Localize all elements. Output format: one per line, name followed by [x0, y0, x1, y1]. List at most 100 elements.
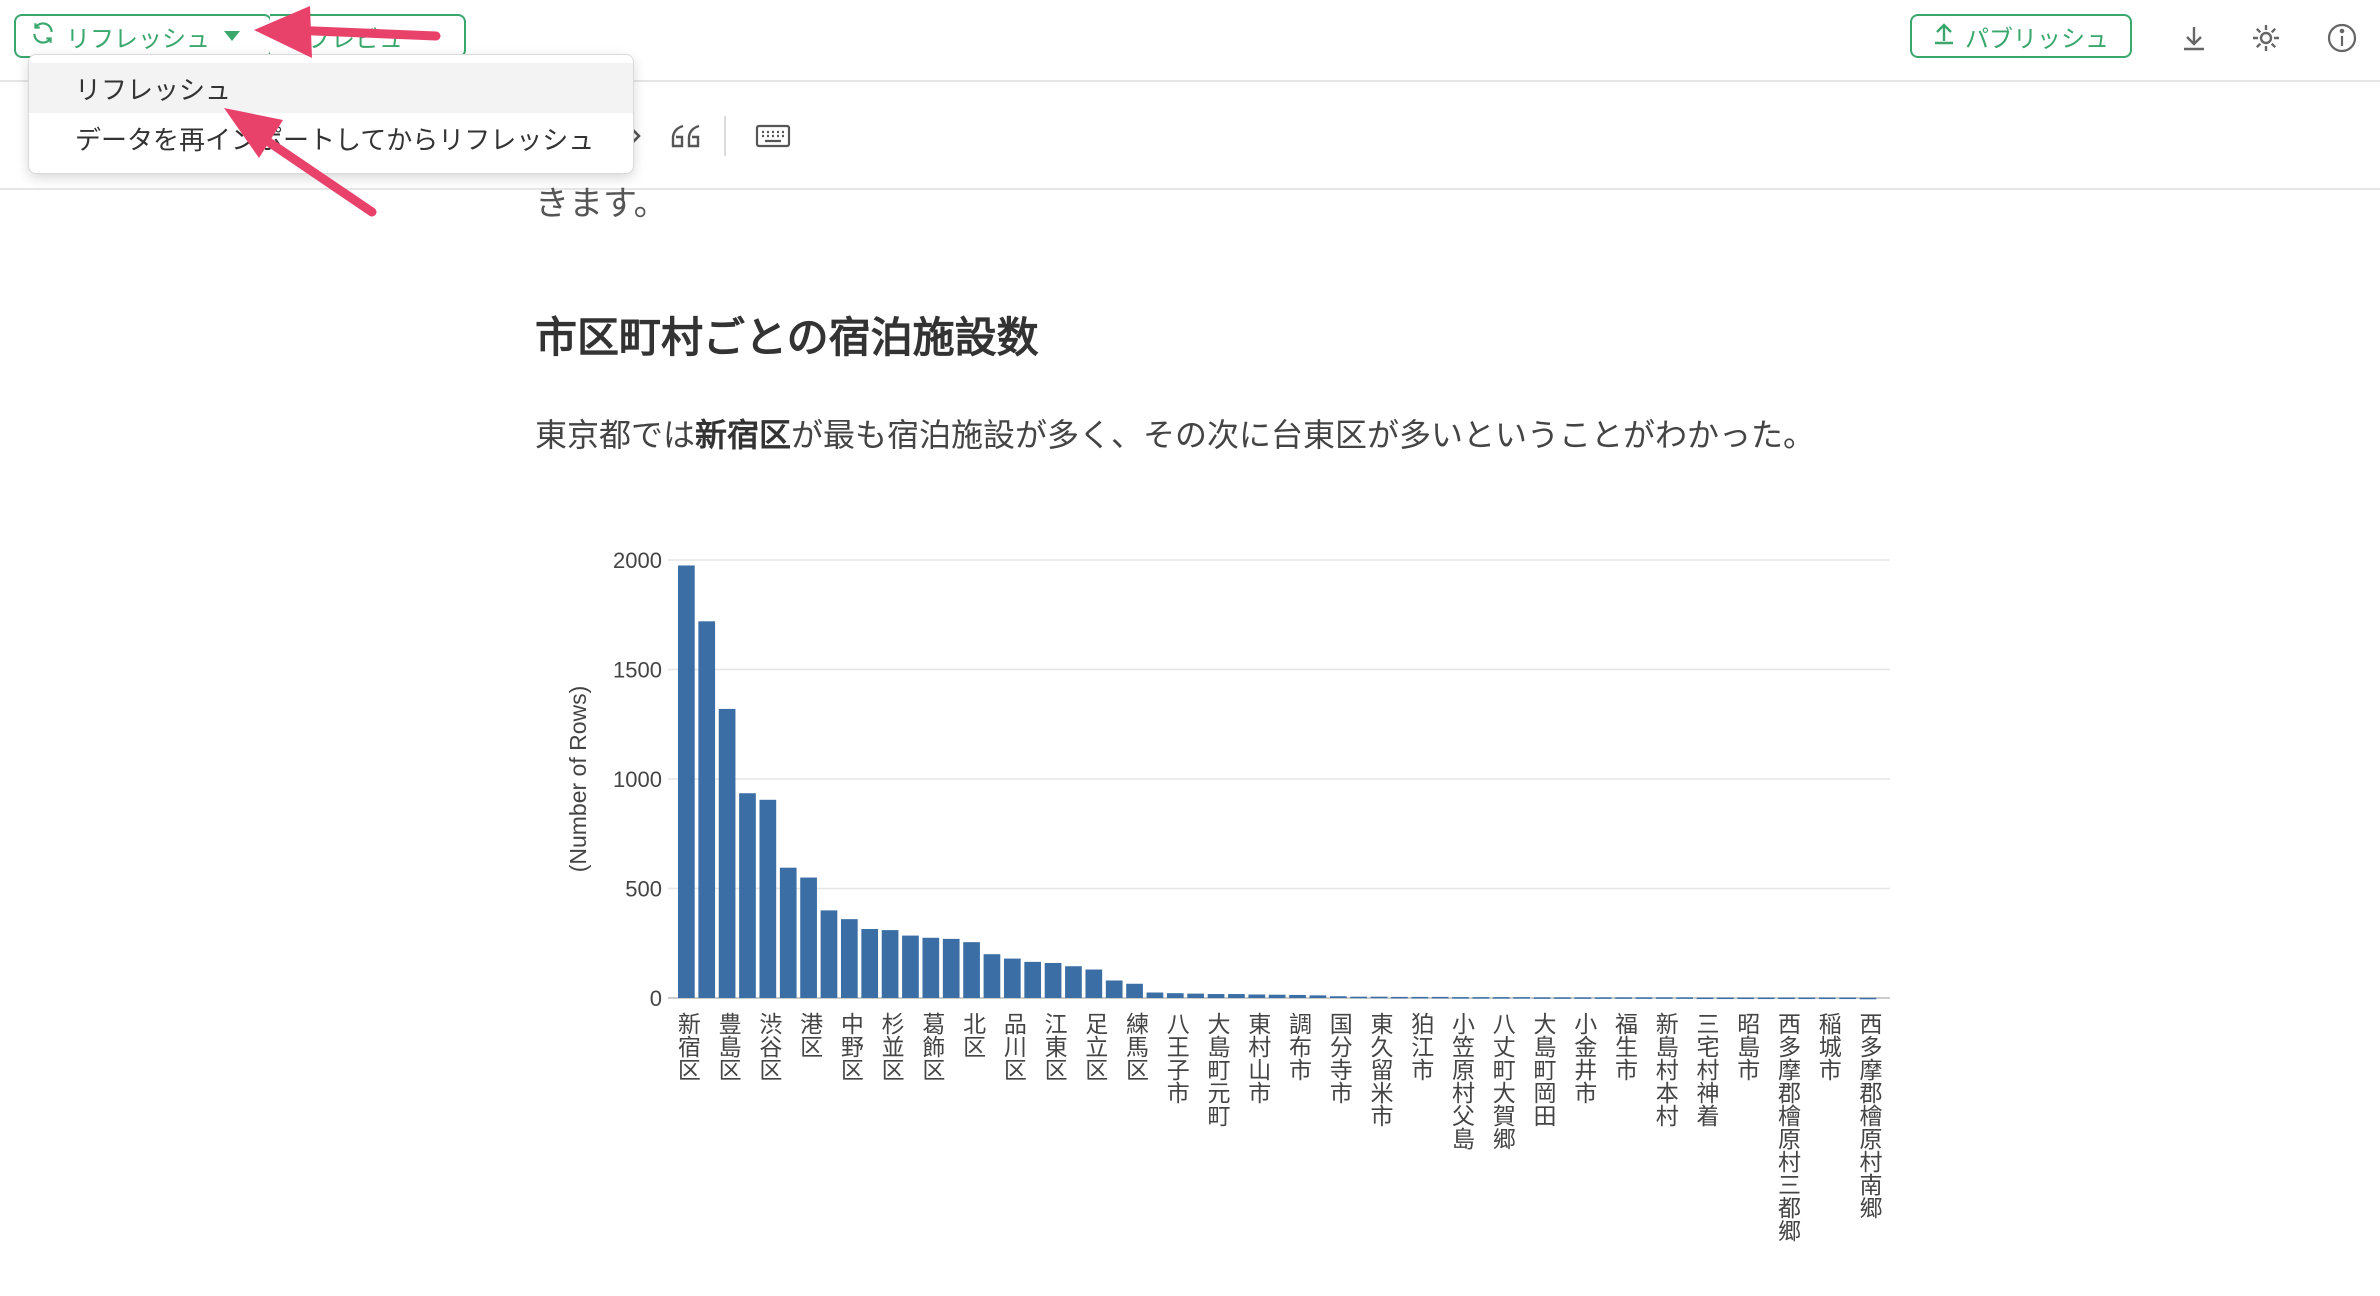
- keyboard-icon[interactable]: [752, 116, 794, 156]
- bar: [1492, 997, 1510, 999]
- x-tick-label: 西多摩郡檜原村三都郷: [1773, 1012, 1801, 1242]
- bar: [779, 867, 797, 998]
- info-icon[interactable]: [2324, 20, 2360, 56]
- x-tick-label: 北区: [959, 1012, 987, 1058]
- bar: [1391, 996, 1408, 999]
- bar: [840, 919, 858, 998]
- bar: [1757, 997, 1775, 1000]
- publish-button-label: パブリッシュ: [1965, 24, 2109, 53]
- x-tick-label: 調布市: [1285, 1012, 1313, 1081]
- bar: [1798, 997, 1816, 1000]
- preview-button[interactable]: プレビュー: [270, 14, 466, 58]
- bar: [1268, 994, 1286, 998]
- y-tick-label: 2000: [613, 548, 662, 573]
- x-tick-label: 八王子市: [1162, 1012, 1190, 1104]
- bar: [1533, 997, 1551, 999]
- x-tick-label: 大島町元町: [1203, 1012, 1231, 1127]
- bar: [1737, 997, 1755, 1000]
- bar: [1676, 997, 1693, 999]
- bar: [1350, 996, 1368, 999]
- bar: [1289, 994, 1306, 998]
- bar: [1309, 995, 1327, 998]
- bar: [1187, 993, 1205, 998]
- bar: [1574, 997, 1592, 999]
- publish-button[interactable]: パブリッシュ: [1910, 14, 2132, 58]
- paragraph-bold-text: 新宿区: [695, 416, 792, 454]
- quote-icon[interactable]: [666, 116, 706, 156]
- bar: [1818, 997, 1836, 1000]
- bar: [800, 877, 817, 998]
- menu-item-label: リフレッシュ: [75, 75, 232, 106]
- paragraph: 東京都では新宿区が最も宿泊施設が多く、その次に台東区が多いということがわかった。: [535, 410, 1815, 456]
- x-tick-label: 稲城市: [1814, 1012, 1842, 1081]
- bar: [1248, 994, 1266, 998]
- bar: [1717, 997, 1734, 1000]
- refresh-button[interactable]: リフレッシュ: [14, 14, 272, 58]
- bar: [1431, 996, 1449, 999]
- bar: [963, 942, 980, 998]
- x-tick-label: 三宅村神着: [1692, 1012, 1720, 1127]
- y-tick-label: 500: [625, 877, 662, 902]
- x-tick-label: 練馬区: [1122, 1012, 1150, 1081]
- x-tick-label: 小笠原村父島: [1448, 1012, 1476, 1150]
- download-icon[interactable]: [2176, 20, 2212, 56]
- bar: [922, 937, 940, 998]
- menu-item-label: データを再インポートしてからリフレッシュ: [75, 125, 595, 156]
- toolbar-divider: [724, 116, 726, 156]
- x-tick-label: 昭島市: [1733, 1012, 1760, 1081]
- paragraph-text-start: 東京都では: [535, 416, 696, 454]
- bar: [902, 935, 919, 998]
- bar: [1411, 996, 1429, 999]
- refresh-button-label: リフレッシュ: [66, 24, 210, 53]
- bar: [983, 954, 1001, 998]
- bar: [1166, 993, 1184, 998]
- x-tick-label: 小金井市: [1570, 1012, 1598, 1104]
- bar-chart: 0 500 1000 1500 2000 (Number of Rows) 新宿区 豊島区 渋谷…: [565, 548, 1890, 1242]
- chevron-down-icon[interactable]: [224, 31, 240, 41]
- bar: [1003, 958, 1021, 998]
- bar: [881, 930, 899, 998]
- bar: [1839, 997, 1856, 1000]
- bar: [1472, 997, 1490, 999]
- bar: [718, 708, 736, 998]
- bar: [698, 621, 716, 998]
- x-tick-label: 福生市: [1611, 1012, 1639, 1081]
- x-tick-label: 東久留米市: [1366, 1012, 1394, 1127]
- bar: [678, 565, 695, 998]
- bar: [1513, 997, 1530, 999]
- preview-button-label: プレビュー: [307, 24, 427, 53]
- x-tick-label: 足立区: [1081, 1012, 1108, 1081]
- x-tick-label: 中野区: [836, 1012, 864, 1081]
- paragraph-text-end: が最も宿泊施設が多く、その次に台東区が多いということがわかった。: [791, 416, 1816, 454]
- x-tick-label: 葛飾区: [918, 1012, 946, 1081]
- y-tick-label: 1500: [613, 658, 662, 683]
- x-tick-label: 杉並区: [877, 1012, 905, 1081]
- bar: [739, 793, 756, 998]
- bar: [759, 799, 777, 998]
- gear-icon[interactable]: [2248, 20, 2284, 56]
- x-tick-label: 渋谷区: [755, 1012, 783, 1081]
- x-tick-label: 大島町岡田: [1529, 1012, 1557, 1127]
- y-tick-label: 0: [650, 986, 662, 1011]
- bar: [1146, 992, 1164, 998]
- bar: [1207, 994, 1225, 998]
- bar: [1696, 997, 1714, 1000]
- bar: [1329, 996, 1347, 998]
- y-axis-label: (Number of Rows): [565, 686, 591, 873]
- bar: [1065, 966, 1082, 998]
- x-tick-label: 国分寺市: [1325, 1012, 1352, 1104]
- paragraph-fragment: きます。: [535, 184, 668, 224]
- x-tick-label: 八丈町大賀郷: [1488, 1012, 1516, 1150]
- bar: [1105, 980, 1123, 998]
- upload-icon: [1933, 21, 1955, 51]
- x-tick-label: 豊島区: [714, 1012, 741, 1081]
- x-tick-label: 品川区: [999, 1012, 1027, 1081]
- bar: [1024, 961, 1042, 998]
- menu-item-reimport-refresh[interactable]: データを再インポートしてからリフレッシュ: [29, 113, 633, 163]
- menu-item-refresh[interactable]: リフレッシュ: [29, 63, 633, 113]
- bar: [1778, 997, 1795, 1000]
- bar: [1554, 997, 1571, 999]
- refresh-dropdown-menu: リフレッシュ データを再インポートしてからリフレッシュ: [28, 54, 634, 174]
- bar: [1370, 996, 1388, 999]
- bar: [861, 929, 879, 998]
